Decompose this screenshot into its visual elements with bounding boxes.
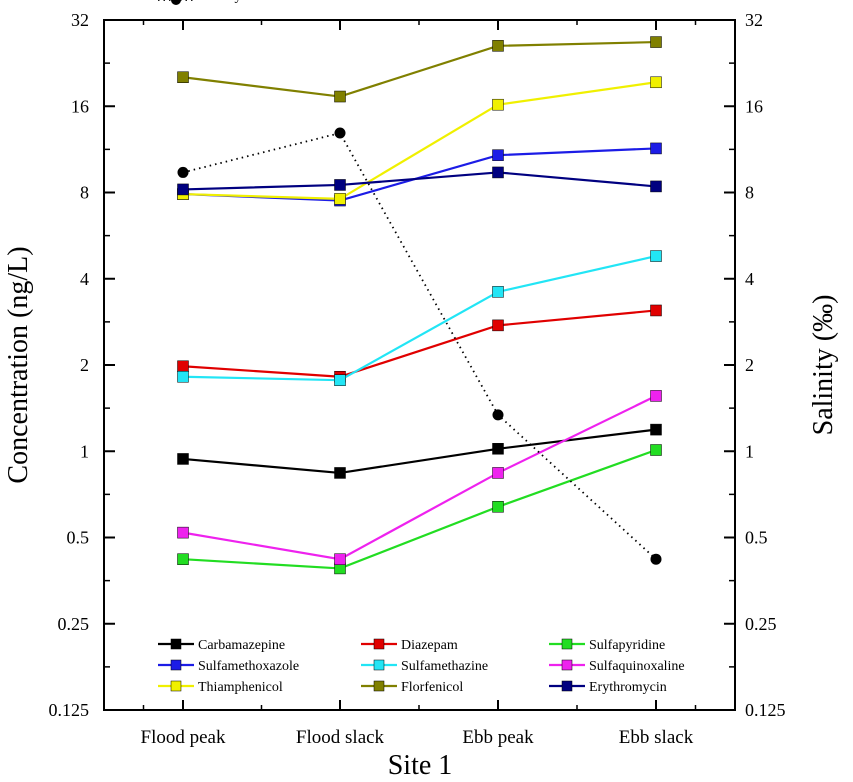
data-point-florfenicol [492, 40, 504, 52]
x-tick-label: Flood peak [141, 727, 226, 748]
data-point-florfenicol [177, 71, 189, 83]
data-point-diazepam [650, 304, 662, 317]
legend-label-salinity: Salinity [198, 0, 242, 4]
legend-label-sulfapyridine: Sulfapyridine [589, 638, 665, 653]
legend-label-florfenicol: Florfenicol [401, 680, 463, 695]
y-tick-label: 8 [80, 183, 89, 203]
legend-marker-sulfaquinoxaline [561, 659, 573, 671]
data-point-carbamazepine [492, 443, 504, 455]
legend-marker-salinity [171, 0, 181, 5]
y2-axis-title: Salinity (‰) [808, 295, 839, 436]
legend-label-sulfamethoxazole: Sulfamethoxazole [198, 659, 299, 674]
y-tick-label: 0.125 [49, 700, 90, 720]
data-point-diazepam [492, 319, 504, 332]
data-point-sulfamethazine [650, 250, 662, 262]
y-tick-label: 16 [71, 96, 89, 116]
data-point-sulfaquinoxaline [650, 390, 662, 402]
series-line-sulfapyridine [182, 448, 657, 570]
data-point-sulfapyridine [650, 444, 662, 456]
y2-tick-label: 0.125 [745, 700, 786, 720]
y2-tick-label: 1 [745, 441, 754, 461]
legend-marker-erythromycin [561, 680, 573, 692]
data-point-sulfamethazine [177, 370, 189, 383]
series-line-carbamazepine [182, 428, 657, 475]
legend-label-diazepam: Diazepam [401, 638, 458, 653]
data-point-erythromycin [177, 183, 189, 196]
y2-tick-label: 0.25 [745, 614, 777, 634]
data-point-florfenicol [334, 90, 346, 103]
series-line-sulfaquinoxaline [182, 394, 657, 561]
series-line-sulfamethazine [182, 254, 657, 382]
data-point-thiamphenicol [650, 76, 662, 89]
data-point-thiamphenicol [492, 98, 504, 111]
x-axis-title: Site 1 [388, 750, 453, 781]
series-line-florfenicol [182, 40, 657, 98]
data-point-sulfaquinoxaline [334, 553, 346, 565]
data-point-salinity [177, 166, 189, 178]
y2-tick-label: 4 [745, 269, 754, 289]
data-point-thiamphenicol [334, 193, 346, 205]
legend-marker-diazepam [373, 638, 385, 650]
legend-marker-carbamazepine [170, 638, 182, 650]
legend-label-carbamazepine: Carbamazepine [198, 638, 285, 653]
data-point-diazepam [177, 360, 189, 373]
series-line-sulfamethoxazole [182, 147, 657, 202]
data-point-salinity [492, 409, 504, 421]
data-point-sulfamethoxazole [650, 142, 662, 155]
x-tick-label: Ebb slack [619, 727, 694, 748]
legend-label-thiamphenicol: Thiamphenicol [198, 680, 283, 695]
series-line-diazepam [182, 309, 657, 378]
data-point-sulfapyridine [177, 553, 189, 565]
y-tick-label: 4 [80, 269, 89, 289]
legend-marker-thiamphenicol [170, 680, 182, 692]
y2-tick-label: 8 [745, 183, 754, 203]
data-point-sulfamethazine [492, 286, 504, 298]
legend-label-erythromycin: Erythromycin [589, 680, 667, 695]
data-point-sulfaquinoxaline [177, 526, 189, 539]
y2-tick-label: 32 [745, 10, 763, 30]
y-tick-label: 0.5 [67, 528, 90, 548]
data-point-salinity [334, 127, 346, 139]
y-tick-label: 32 [71, 10, 89, 30]
y-tick-label: 1 [80, 441, 89, 461]
legend-marker-sulfamethazine [373, 659, 385, 671]
data-point-carbamazepine [177, 453, 189, 465]
data-point-carbamazepine [334, 467, 346, 479]
y2-tick-label: 0.5 [745, 528, 768, 548]
legend-marker-florfenicol [373, 680, 385, 692]
legend-label-sulfamethazine: Sulfamethazine [401, 659, 488, 674]
y-axis-title: Concentration (ng/L) [3, 246, 34, 483]
y2-tick-label: 16 [745, 96, 763, 116]
x-tick-label: Flood slack [296, 727, 385, 748]
data-point-erythromycin [334, 179, 346, 191]
y-tick-label: 0.25 [58, 614, 90, 634]
series-line-erythromycin [182, 171, 657, 191]
data-point-carbamazepine [650, 423, 662, 436]
x-tick-label: Ebb peak [462, 727, 534, 748]
data-point-sulfamethazine [334, 374, 346, 386]
data-point-salinity [650, 553, 662, 565]
data-point-sulfaquinoxaline [492, 467, 504, 479]
legend-label-sulfaquinoxaline: Sulfaquinoxaline [589, 659, 685, 674]
data-point-sulfamethoxazole [492, 149, 504, 161]
y-tick-label: 2 [80, 355, 89, 375]
legend-marker-sulfamethoxazole [170, 659, 182, 671]
data-point-sulfapyridine [492, 501, 504, 513]
plot-frame [103, 19, 736, 711]
data-point-erythromycin [492, 166, 504, 179]
data-point-erythromycin [650, 180, 662, 193]
series-line-thiamphenicol [182, 81, 657, 200]
legend-marker-sulfapyridine [561, 638, 573, 650]
y2-tick-label: 2 [745, 355, 754, 375]
data-point-florfenicol [650, 36, 662, 48]
